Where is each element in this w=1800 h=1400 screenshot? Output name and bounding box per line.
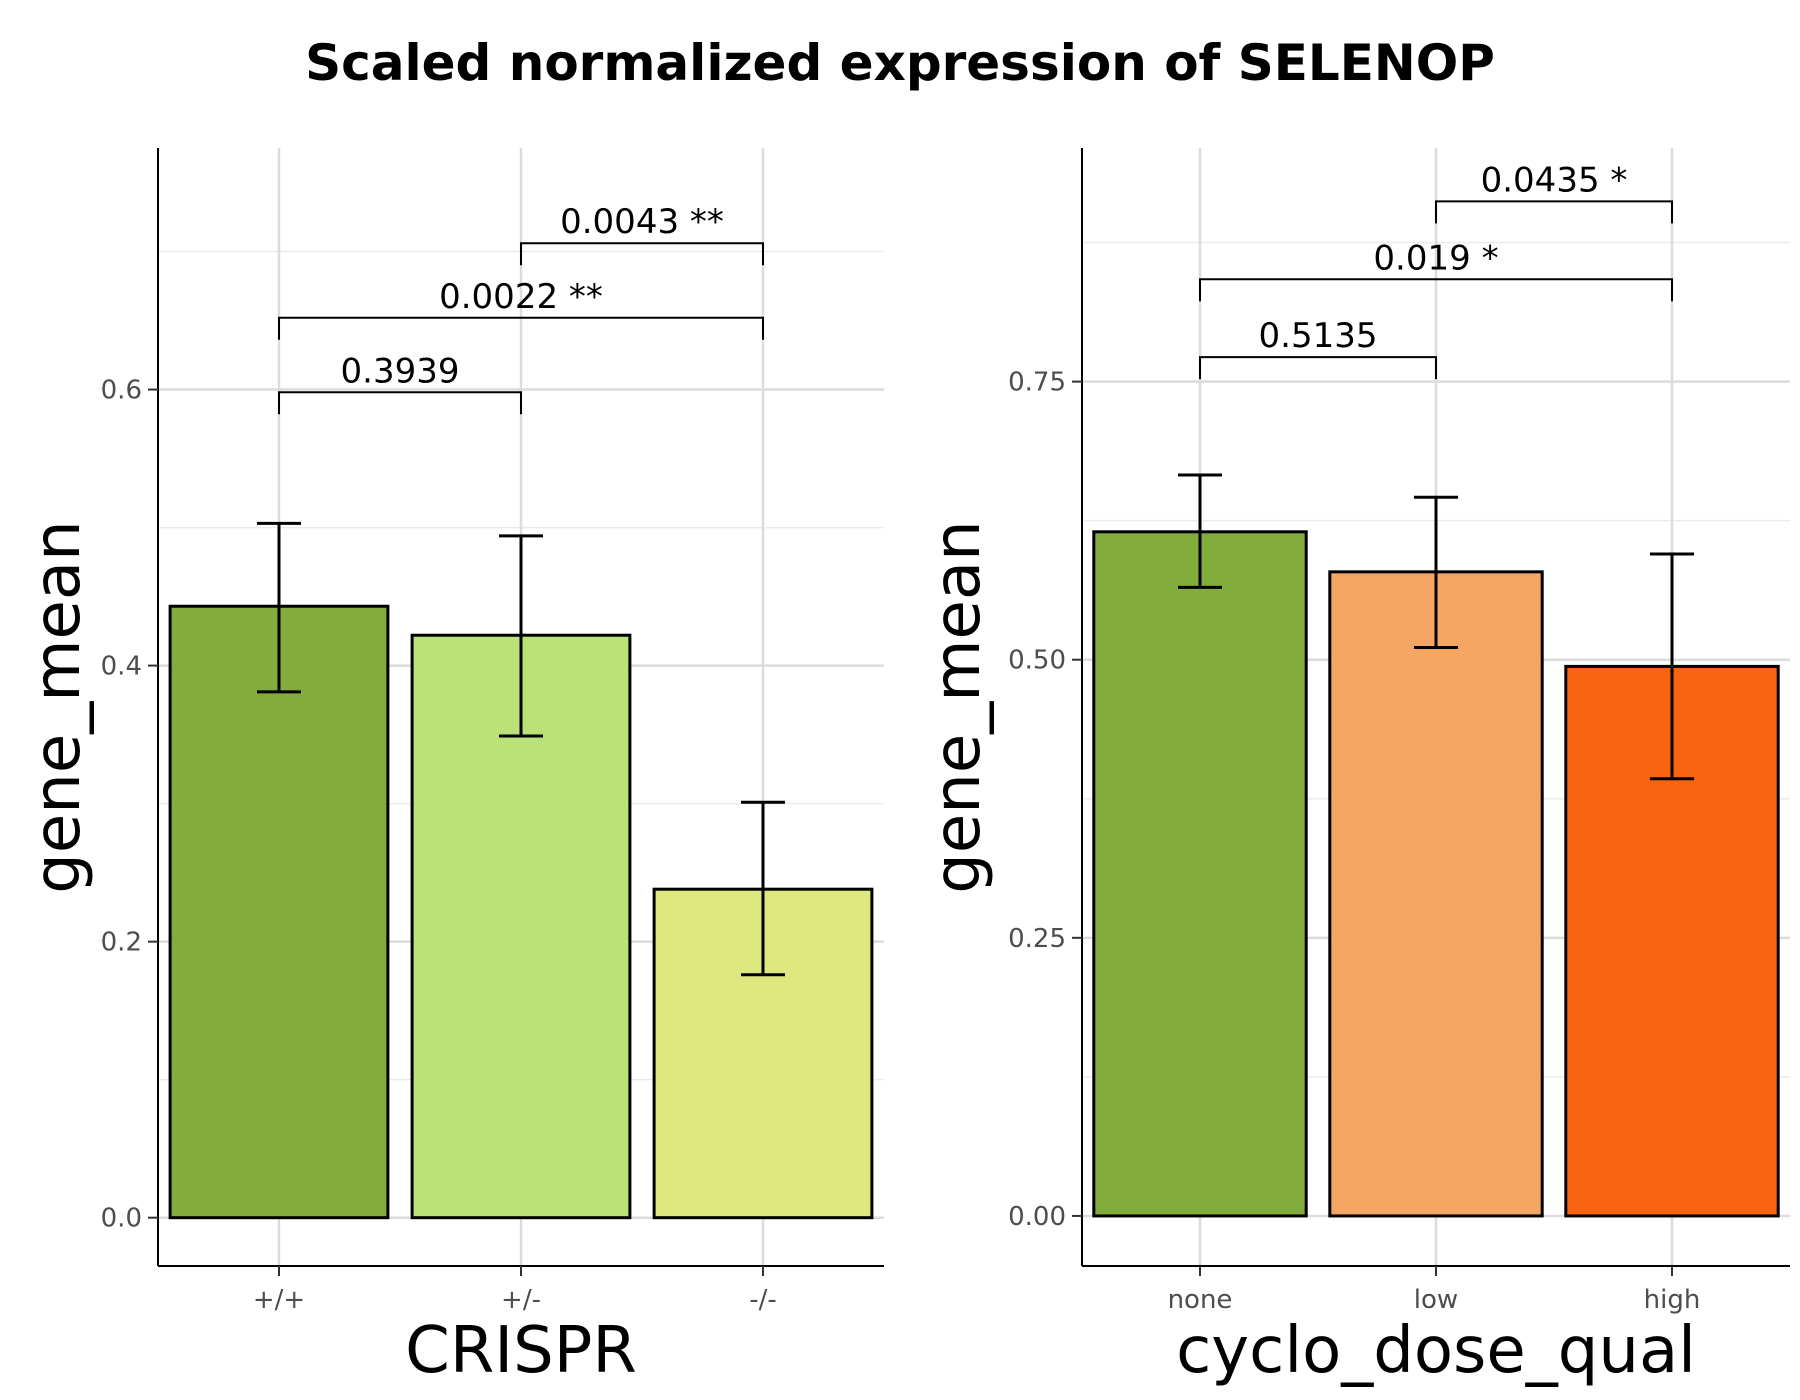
x-axis-title: cyclo_dose_qual <box>1176 1314 1696 1388</box>
x-tick-label: +/+ <box>253 1285 305 1315</box>
x-tick-label: high <box>1644 1285 1701 1315</box>
error-bar <box>1178 473 1222 589</box>
y-axis-title: gene_mean <box>921 520 995 893</box>
y-tick-label: 0.50 <box>1008 646 1066 676</box>
error-bar <box>1650 552 1694 781</box>
significance-bracket <box>1435 200 1673 224</box>
x-tick-label: -/- <box>749 1285 777 1315</box>
significance-bracket <box>1199 278 1673 302</box>
panel-crispr: 0.3939 0.0022 ** 0.0043 ** 0.0 0.2 0.4 0.6 +/+ +… <box>21 148 884 1388</box>
error-bar <box>499 534 543 738</box>
significance-bracket <box>278 391 522 415</box>
significance-bracket <box>520 242 764 266</box>
chart-title: Scaled normalized expression of SELENOP <box>305 34 1495 92</box>
x-tick-label: +/- <box>501 1285 541 1315</box>
panel-cyclo: 0.5135 0.019 * 0.0435 * 0.00 0.25 0.50 0.75 non… <box>921 148 1790 1388</box>
p-value-label: 0.019 * <box>1373 238 1498 278</box>
error-bar <box>741 800 785 977</box>
significance-bracket <box>1199 356 1437 380</box>
y-tick-label: 0.6 <box>101 376 142 406</box>
error-bar <box>1414 495 1458 649</box>
p-value-label: 0.0435 * <box>1481 160 1628 200</box>
error-bar <box>257 521 301 694</box>
p-value-label: 0.5135 <box>1259 316 1378 356</box>
bar-low <box>1328 570 1544 1218</box>
y-tick-label: 0.25 <box>1008 924 1066 954</box>
y-tick-label: 0.4 <box>101 652 142 682</box>
significance-bracket <box>278 316 764 340</box>
p-value-label: 0.0043 ** <box>560 202 724 242</box>
y-axis-title: gene_mean <box>21 520 95 893</box>
y-tick-label: 0.00 <box>1008 1202 1066 1232</box>
bar-none <box>1092 530 1308 1218</box>
x-axis-title: CRISPR <box>405 1314 637 1388</box>
y-tick-label: 0.2 <box>101 928 142 958</box>
x-tick-label: none <box>1168 1285 1233 1315</box>
p-value-label: 0.3939 <box>341 351 460 391</box>
y-tick-label: 0.75 <box>1008 368 1066 398</box>
bar-+/+ <box>168 604 390 1220</box>
y-tick-label: 0.0 <box>101 1204 142 1234</box>
x-tick-label: low <box>1414 1285 1458 1315</box>
p-value-label: 0.0022 ** <box>439 277 603 317</box>
